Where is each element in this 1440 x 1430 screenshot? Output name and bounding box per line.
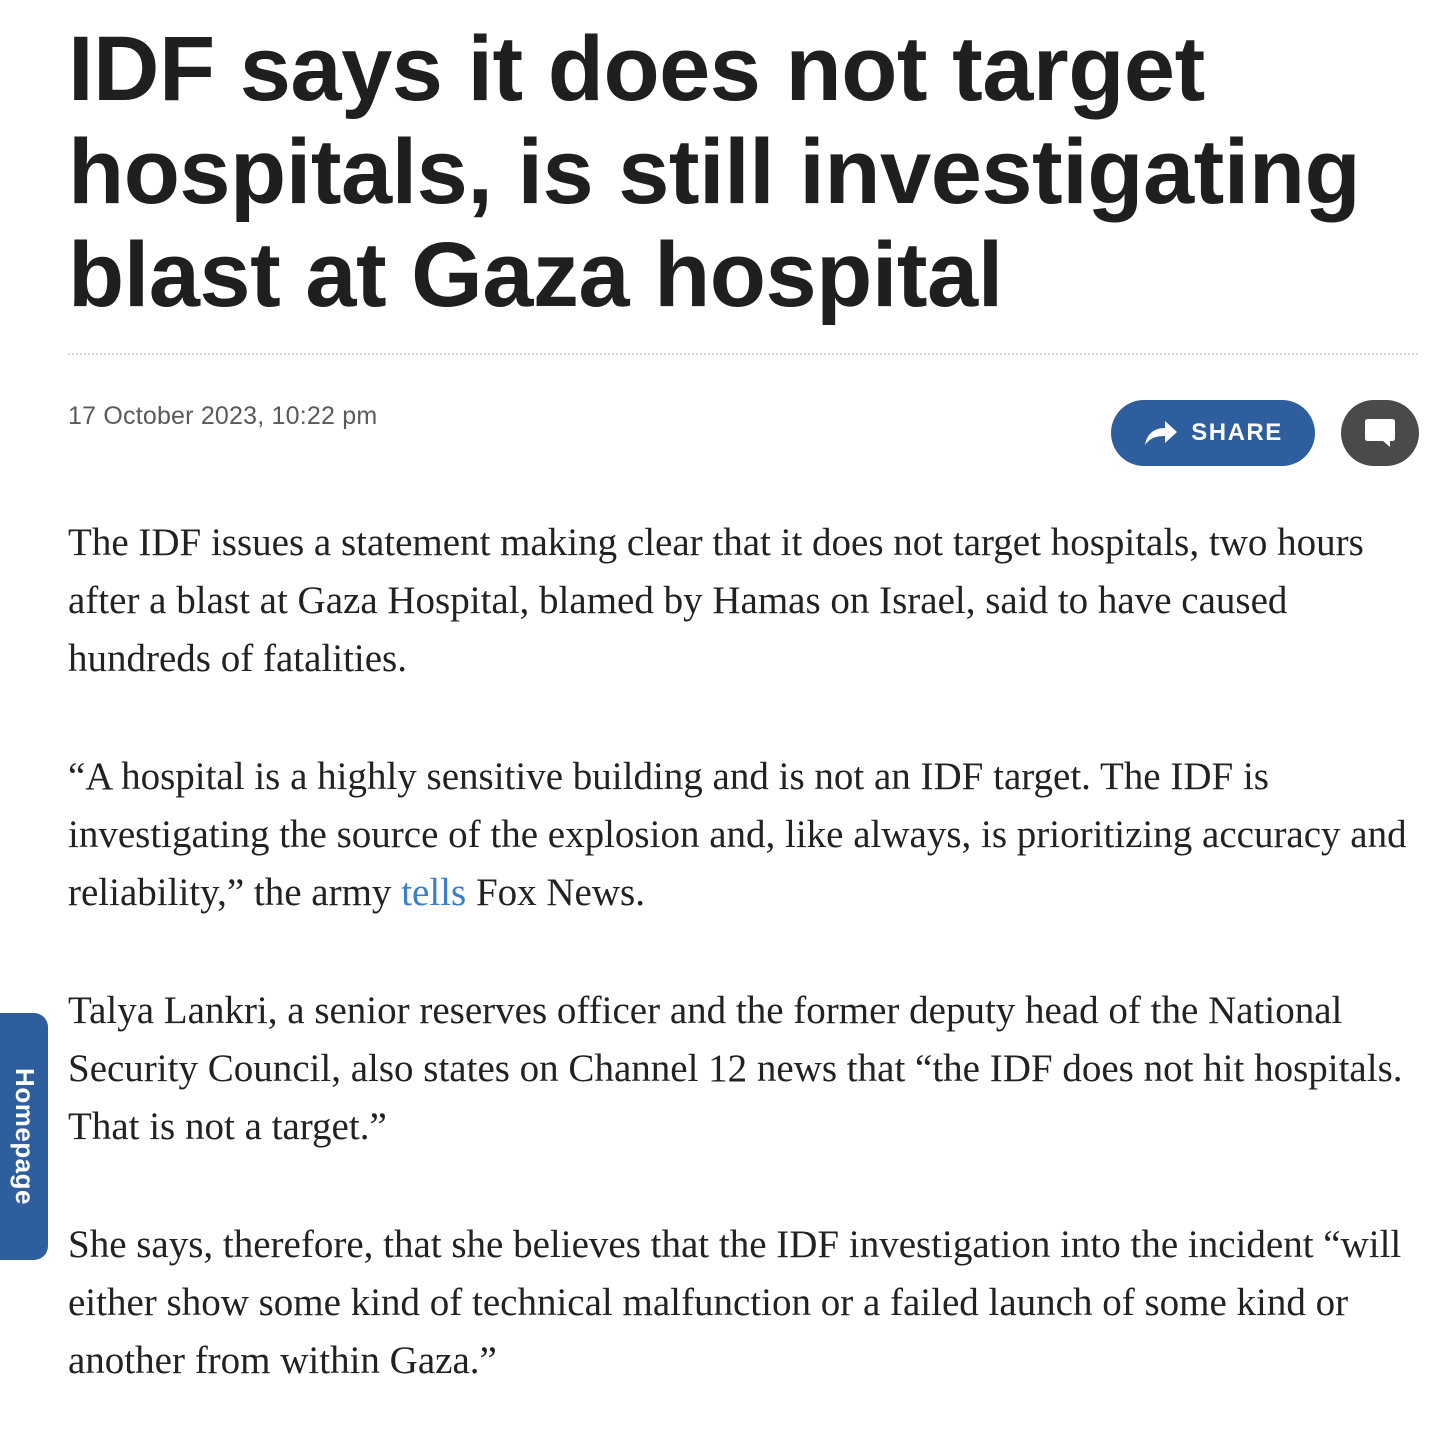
- body-paragraph-1: The IDF issues a statement making clear …: [68, 521, 1364, 680]
- homepage-side-tab[interactable]: Homepage: [0, 1013, 48, 1260]
- body-paragraph-4: She says, therefore, that she believes t…: [68, 1223, 1402, 1382]
- comment-bubble-icon: [1365, 419, 1395, 447]
- article-meta-bar: 17 October 2023, 10:22 pm SHARE: [68, 400, 1419, 470]
- body-paragraph-2: “A hospital is a highly sensitive buildi…: [68, 748, 1413, 922]
- headline-divider: [68, 353, 1418, 355]
- share-button-label: SHARE: [1191, 419, 1283, 446]
- share-button[interactable]: SHARE: [1111, 400, 1315, 466]
- comments-button[interactable]: [1341, 400, 1419, 466]
- article-headline: IDF says it does not target hospitals, i…: [68, 18, 1361, 326]
- body-paragraph-3: Talya Lankri, a senior reserves officer …: [68, 989, 1403, 1148]
- publish-timestamp: 17 October 2023, 10:22 pm: [68, 402, 378, 430]
- paragraph-2-text-start: “A hospital is a highly sensitive buildi…: [68, 755, 1407, 914]
- homepage-side-tab-label: Homepage: [9, 1068, 40, 1205]
- share-arrow-icon: [1145, 421, 1178, 445]
- article: IDF says it does not target hospitals, i…: [68, 18, 1419, 1382]
- article-body: The IDF issues a statement making clear …: [68, 514, 1413, 1430]
- paragraph-2-text-end: Fox News.: [466, 871, 645, 914]
- fox-news-source-link[interactable]: tells: [401, 871, 467, 914]
